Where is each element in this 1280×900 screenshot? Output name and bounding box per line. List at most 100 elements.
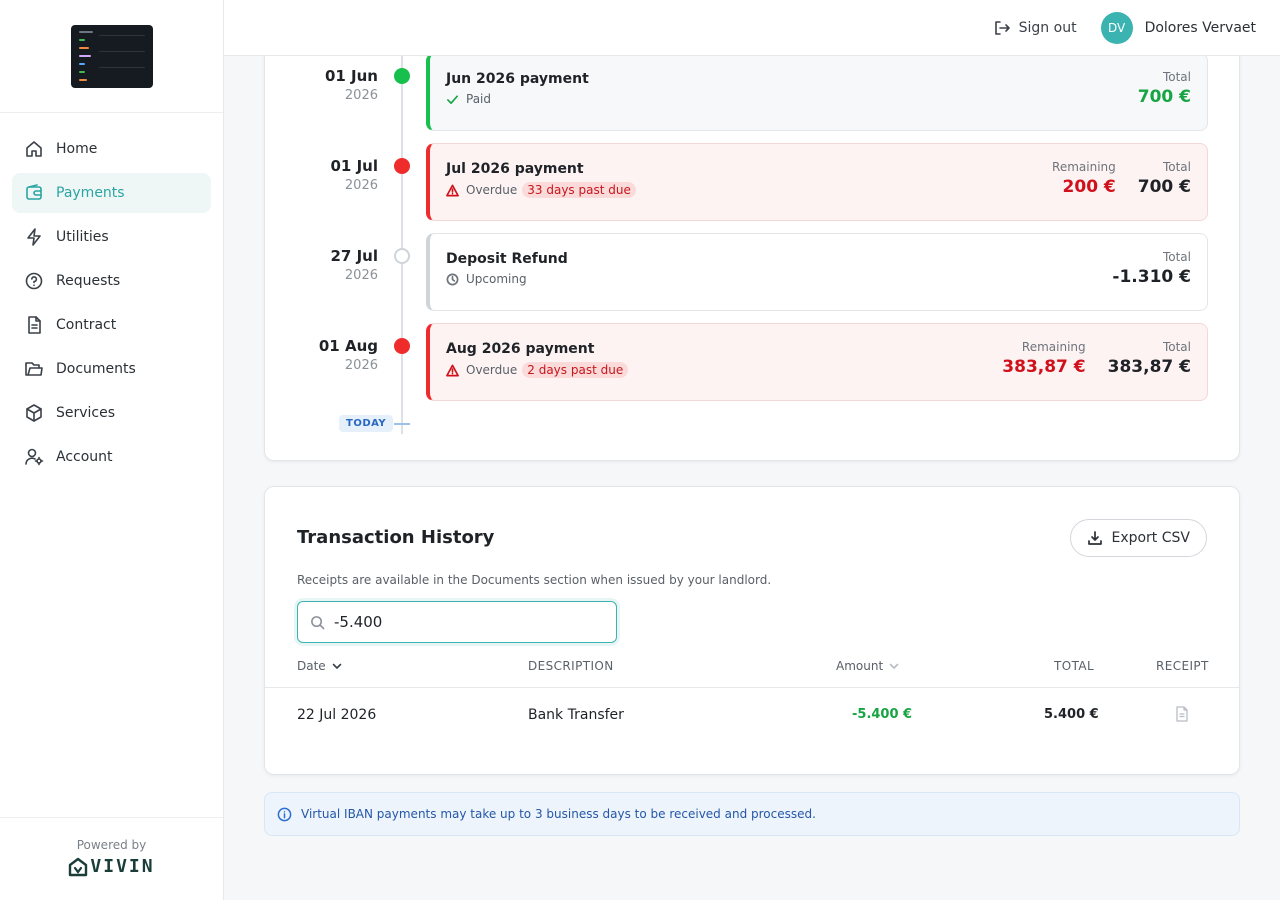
status-label: Upcoming — [466, 272, 527, 286]
sidebar: Home Payments Utilities Requests Contrac… — [0, 0, 224, 900]
payment-amounts: Total 700 € — [1138, 70, 1191, 107]
logo-area — [0, 0, 223, 113]
sign-out-label: Sign out — [1018, 19, 1077, 36]
sign-out-button[interactable]: Sign out — [993, 19, 1077, 37]
payment-card[interactable]: Aug 2026 payment Overdue 2 days past due… — [426, 323, 1208, 401]
row-description: Bank Transfer — [528, 707, 624, 723]
sidebar-item-label: Home — [56, 141, 98, 157]
timeline-date: 27 Jul 2026 — [331, 247, 379, 283]
table-header-divider — [265, 687, 1239, 688]
total-label: Total — [1162, 160, 1191, 174]
payment-amounts: Remaining 383,87 € Total 383,87 € — [1002, 340, 1191, 377]
total-amount: 383,87 € — [1107, 357, 1191, 377]
total-label: Total — [1162, 250, 1191, 264]
export-csv-button[interactable]: Export CSV — [1070, 519, 1207, 557]
warning-icon — [446, 184, 459, 196]
sidebar-item-services[interactable]: Services — [12, 393, 211, 433]
sidebar-item-label: Payments — [56, 185, 125, 201]
box-icon — [24, 403, 44, 423]
timeline-date: 01 Jul 2026 — [331, 157, 379, 193]
timeline-year: 2026 — [344, 178, 378, 193]
total-label: Total — [1162, 70, 1191, 84]
search-input[interactable] — [334, 613, 594, 631]
timeline-day: 01 Jul — [330, 157, 379, 175]
payment-title: Jun 2026 payment — [446, 71, 589, 87]
folder-icon — [24, 359, 44, 379]
total-amount: 700 € — [1137, 87, 1191, 107]
payment-card[interactable]: Jul 2026 payment Overdue 33 days past du… — [426, 143, 1208, 221]
user-name[interactable]: Dolores Vervaet — [1144, 19, 1256, 36]
avatar[interactable]: DV — [1100, 11, 1133, 44]
column-header-description: DESCRIPTION — [528, 659, 614, 673]
sidebar-item-label: Documents — [56, 361, 136, 377]
remaining-amount: 200 € — [1062, 177, 1116, 197]
sort-icon — [889, 663, 899, 669]
payment-card[interactable]: Jun 2026 payment Paid Total 700 € — [426, 56, 1208, 131]
powered-by-label: Powered by — [76, 838, 147, 852]
overdue-badge: 2 days past due — [522, 362, 629, 378]
remaining-label: Remaining — [1021, 340, 1086, 354]
sidebar-item-documents[interactable]: Documents — [12, 349, 211, 389]
timeline-day: 27 Jul — [330, 247, 379, 265]
sidebar-item-utilities[interactable]: Utilities — [12, 217, 211, 257]
wallet-icon — [24, 183, 44, 203]
today-line — [394, 423, 410, 425]
status-dot-paid — [394, 68, 410, 84]
search-box[interactable] — [297, 601, 617, 643]
timeline-entry: 01 Jun 2026 Jun 2026 payment Paid Total … — [265, 56, 1241, 131]
timeline-year: 2026 — [344, 268, 378, 283]
timeline-entry: 01 Aug 2026 Aug 2026 payment Overdue 2 d… — [265, 323, 1241, 401]
sidebar-item-payments[interactable]: Payments — [12, 173, 211, 213]
column-header-label: Amount — [836, 659, 884, 673]
question-icon — [24, 271, 44, 291]
clock-icon — [446, 273, 459, 285]
status-dot-upcoming — [394, 248, 410, 264]
main-content: 01 Jun 2026 Jun 2026 payment Paid Total … — [224, 56, 1280, 900]
sidebar-item-label: Account — [56, 449, 113, 465]
vivin-logo-icon — [69, 857, 88, 876]
search-icon — [311, 615, 325, 629]
sidebar-item-account[interactable]: Account — [12, 437, 211, 477]
total-label: Total — [1162, 340, 1191, 354]
column-header-date[interactable]: Date — [297, 659, 343, 673]
sidebar-item-home[interactable]: Home — [12, 129, 211, 169]
status-label: Overdue — [466, 183, 518, 197]
status-label: Paid — [466, 92, 492, 106]
timeline-entry: 01 Jul 2026 Jul 2026 payment Overdue 33 … — [265, 143, 1241, 221]
status-label: Overdue — [466, 363, 518, 377]
column-header-amount[interactable]: Amount — [836, 659, 900, 673]
remaining-label: Remaining — [1052, 160, 1116, 174]
total-amount: -1.310 € — [1112, 267, 1191, 287]
row-amount: -5.400 € — [852, 707, 913, 722]
user-gear-icon — [24, 447, 44, 467]
sort-desc-icon — [332, 663, 341, 669]
landlord-logo[interactable] — [70, 24, 153, 88]
section-title: Transaction History — [297, 527, 495, 548]
vivin-logo[interactable]: VIVIN — [0, 856, 223, 877]
sidebar-item-requests[interactable]: Requests — [12, 261, 211, 301]
column-header-total: TOTAL — [1054, 659, 1095, 673]
sidebar-item-contract[interactable]: Contract — [12, 305, 211, 345]
timeline-day: 01 Aug — [318, 337, 378, 355]
remaining-amount: 383,87 € — [1002, 357, 1086, 377]
payment-timeline-card: 01 Jun 2026 Jun 2026 payment Paid Total … — [264, 56, 1240, 461]
timeline-date: 01 Aug 2026 — [319, 337, 378, 373]
payment-amounts: Remaining 200 € Total 700 € — [1052, 160, 1191, 197]
lightning-icon — [24, 227, 44, 247]
receipt-file-icon[interactable] — [1175, 706, 1189, 726]
column-header-receipt: RECEIPT — [1156, 659, 1209, 673]
info-banner-text: Virtual IBAN payments may take up to 3 b… — [301, 807, 816, 821]
info-icon — [277, 807, 292, 821]
sign-out-icon — [994, 20, 1010, 35]
column-header-label: Date — [297, 659, 326, 673]
row-date: 22 Jul 2026 — [297, 707, 377, 723]
sidebar-footer: Powered by VIVIN — [0, 817, 223, 900]
payment-card[interactable]: Deposit Refund Upcoming Total -1.310 € — [426, 233, 1208, 311]
timeline-date: 01 Jun 2026 — [325, 67, 378, 103]
row-total: 5.400 € — [1044, 707, 1099, 722]
today-marker: TODAY — [339, 415, 394, 432]
timeline-day: 01 Jun — [324, 67, 378, 85]
payment-title: Aug 2026 payment — [446, 341, 595, 357]
sidebar-item-label: Requests — [56, 273, 121, 289]
total-amount: 700 € — [1137, 177, 1191, 197]
